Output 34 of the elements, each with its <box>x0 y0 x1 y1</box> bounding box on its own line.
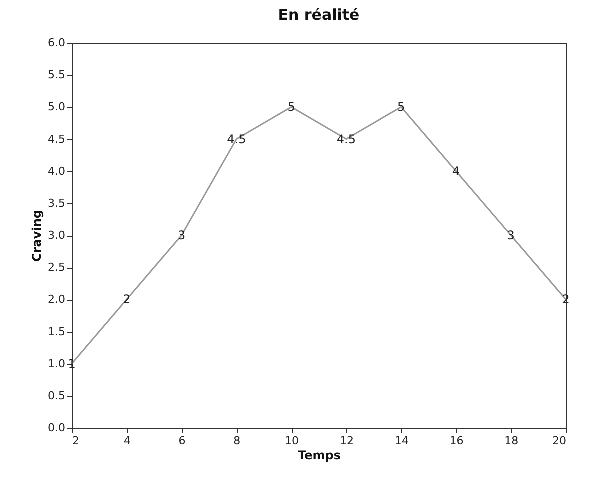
x-tick-label: 20 <box>552 434 566 448</box>
data-label: 3 <box>178 228 186 242</box>
x-tick-label: 14 <box>394 434 409 448</box>
chart-title: En réalité <box>278 6 360 24</box>
y-tick-label: 4.5 <box>48 132 66 146</box>
x-tick-label: 8 <box>234 434 241 448</box>
y-tick-label: 1.5 <box>48 325 66 338</box>
x-tick-label: 2 <box>72 434 80 448</box>
x-tick-label: 6 <box>178 434 186 448</box>
data-label: 4.5 <box>336 132 356 146</box>
y-tick-label: 6.0 <box>48 36 66 50</box>
x-tick-label: 12 <box>340 434 354 448</box>
y-axis-title: Craving <box>30 210 44 262</box>
y-tick-label: 5.5 <box>48 68 66 82</box>
data-label: 5 <box>288 100 296 114</box>
data-label: 4.5 <box>227 132 246 146</box>
y-tick-label: 1.0 <box>48 357 66 370</box>
y-tick-label: 4.0 <box>48 164 66 178</box>
y-tick-label: 3.0 <box>48 229 66 242</box>
data-label: 2 <box>123 292 131 307</box>
y-tick-label: 2.0 <box>48 293 66 306</box>
x-tick-label: 4 <box>124 434 131 448</box>
data-label: 5 <box>398 100 406 114</box>
x-tick-label: 18 <box>504 434 519 448</box>
x-tick-label: 16 <box>450 434 464 448</box>
data-label: 4 <box>452 164 460 178</box>
data-label: 3 <box>507 228 515 242</box>
x-tick-label: 10 <box>285 434 300 448</box>
y-tick-label: 0.0 <box>48 422 66 434</box>
y-tick-label: 2.5 <box>48 261 66 274</box>
y-tick-label: 5.0 <box>48 100 66 114</box>
y-tick-label: 3.5 <box>48 196 66 210</box>
x-axis-title: Temps <box>298 448 341 462</box>
y-tick-label: 0.5 <box>48 389 66 402</box>
